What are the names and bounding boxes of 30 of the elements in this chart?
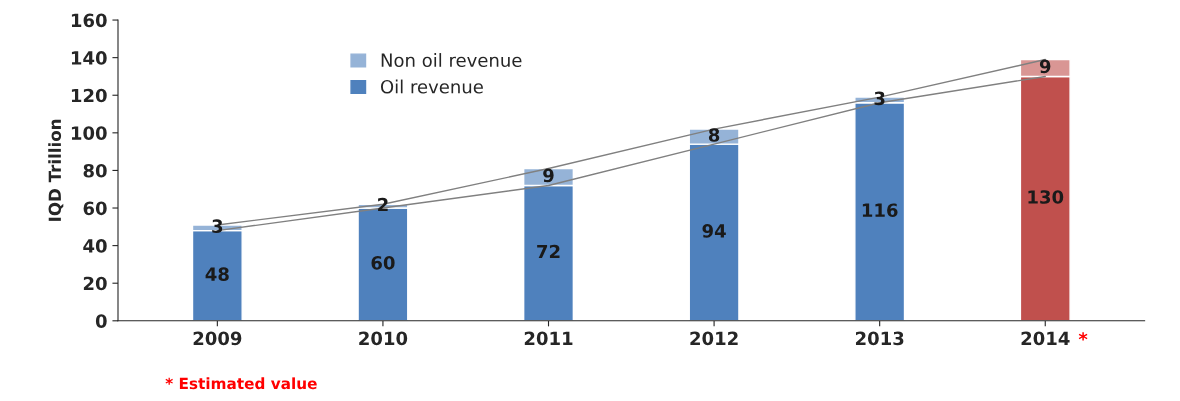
y-tick-label: 20: [83, 276, 107, 291]
text: * Estimated value: [165, 377, 317, 390]
data-label: 9: [1039, 59, 1051, 74]
y-axis-title: IQD Trillion: [48, 119, 64, 221]
x-tick-label: 2009: [193, 331, 242, 346]
data-label: 48: [205, 267, 229, 281]
data-label: 2: [378, 197, 388, 212]
y-tick-label: 100: [71, 126, 107, 140]
y-tick-label: 120: [71, 88, 107, 103]
data-label: 72: [537, 244, 560, 259]
legend-label: Oil revenue: [380, 79, 483, 94]
y-tick-label: 60: [83, 201, 107, 216]
data-label: 8: [708, 128, 720, 142]
y-tick-label: 40: [83, 239, 107, 253]
y-tick-label: 0: [95, 314, 107, 328]
y-tick-label: 160: [71, 13, 107, 28]
x-tick-label: 2011: [524, 331, 573, 346]
x-tick-label: 2012: [690, 331, 738, 346]
x-tick-label: 2013: [855, 331, 904, 346]
x-tick-label: 2014: [1021, 331, 1070, 346]
legend-label: Non oil revenue: [381, 53, 522, 68]
y-tick-label: 80: [83, 163, 107, 178]
data-label: 9: [543, 168, 554, 183]
y-tick-label: 140: [71, 51, 107, 65]
data-label: 130: [1028, 190, 1064, 204]
data-label: 94: [702, 224, 726, 238]
x-tick-label: 2010: [359, 331, 408, 346]
text: *: [1078, 332, 1088, 341]
data-label: 60: [371, 255, 395, 270]
data-label: 116: [862, 203, 898, 218]
